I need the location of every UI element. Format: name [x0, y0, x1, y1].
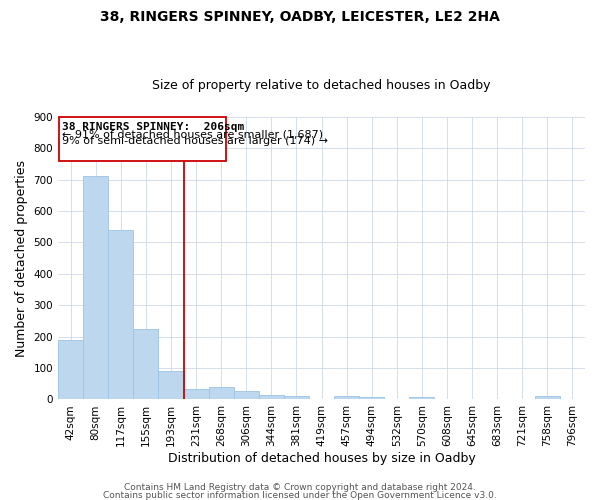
Bar: [409, 398, 434, 400]
Bar: [133, 329, 158, 400]
Bar: [284, 396, 309, 400]
Text: 38 RINGERS SPINNEY:  206sqm: 38 RINGERS SPINNEY: 206sqm: [62, 122, 245, 132]
Bar: [158, 371, 184, 400]
Bar: [334, 396, 359, 400]
Text: Contains HM Land Registry data © Crown copyright and database right 2024.: Contains HM Land Registry data © Crown c…: [124, 484, 476, 492]
Bar: [233, 391, 259, 400]
Text: ← 91% of detached houses are smaller (1,687): ← 91% of detached houses are smaller (1,…: [62, 130, 323, 140]
Text: Contains public sector information licensed under the Open Government Licence v3: Contains public sector information licen…: [103, 490, 497, 500]
Bar: [209, 387, 233, 400]
Bar: [83, 176, 108, 400]
Bar: [359, 397, 384, 400]
Bar: [58, 340, 83, 400]
Title: Size of property relative to detached houses in Oadby: Size of property relative to detached ho…: [152, 79, 491, 92]
Text: 38, RINGERS SPINNEY, OADBY, LEICESTER, LE2 2HA: 38, RINGERS SPINNEY, OADBY, LEICESTER, L…: [100, 10, 500, 24]
Y-axis label: Number of detached properties: Number of detached properties: [15, 160, 28, 356]
Bar: [108, 230, 133, 400]
X-axis label: Distribution of detached houses by size in Oadby: Distribution of detached houses by size …: [167, 452, 475, 465]
Bar: [259, 396, 284, 400]
Bar: [535, 396, 560, 400]
FancyBboxPatch shape: [59, 118, 226, 162]
Text: 9% of semi-detached houses are larger (174) →: 9% of semi-detached houses are larger (1…: [62, 136, 328, 146]
Bar: [184, 390, 209, 400]
